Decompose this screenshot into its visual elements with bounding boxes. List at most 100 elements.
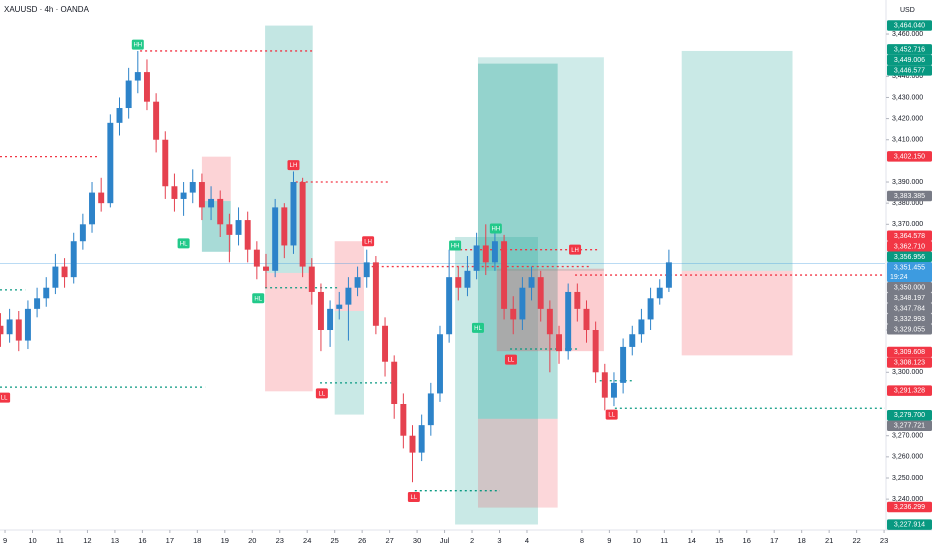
position-zone [477,63,558,419]
pivot-label: HH [451,244,460,250]
pivot-label: HL [180,241,188,247]
price-badge-label: 3,449.006 [894,57,925,64]
price-badge [887,357,932,368]
candle-body [79,224,86,242]
price-badge-label: 3,329.055 [894,326,925,333]
candle-body [345,287,352,305]
x-tick-label: 21 [825,536,833,545]
x-tick-label: 18 [798,536,806,545]
candle-body [317,291,324,331]
pivot-label-bg [252,293,265,304]
x-tick-label: 17 [166,536,174,545]
position-zone [201,156,231,202]
candle-body [647,298,654,320]
candle-body [363,262,370,278]
candle-body [70,241,77,278]
x-tick-label: 3 [497,536,501,545]
y-tick-label: 3,420.000 [892,115,923,122]
candle-body [34,298,41,309]
x-tick-label: Jul [440,536,450,545]
price-badge [887,282,932,293]
price-badge [887,385,932,396]
price-badge [887,313,932,325]
price-badge [887,519,932,530]
position-zone [201,201,231,252]
candle-body [437,334,443,394]
candle-body [134,72,141,81]
candle-body [354,277,361,288]
y-tick-label: 3,240.000 [892,496,923,503]
price-badge-label: 3,402.150 [894,153,925,160]
candle-body [189,182,196,193]
y-tick-label: 3,300.000 [892,369,923,376]
price-badge-label: 3,364.578 [894,233,925,240]
pivot-label-bg [0,392,11,403]
price-badge-label: 3,362.710 [894,243,925,250]
price-badge [887,241,932,252]
candle-body [501,241,508,309]
candle-body [0,325,4,335]
position-zone [681,270,793,356]
pivot-label-bg [449,240,462,251]
pivot-label: LL [411,495,418,501]
price-badge [887,409,932,421]
candle-body [446,277,453,335]
candle-body [528,277,535,288]
candle-body [372,262,379,326]
candle-body [171,186,178,199]
candle-body [482,245,489,263]
x-tick-label: 10 [633,536,641,545]
price-badge-label: 3,236.299 [894,504,925,511]
pivot-label-bg [471,322,484,333]
candle-body [244,220,251,250]
candle-body [89,192,96,225]
candle-body [656,287,663,299]
y-tick-label: 3,380.000 [892,200,923,207]
candle-body [620,346,627,383]
pivot-label: HH [492,227,501,233]
pivot-label-bg [315,388,328,399]
candle-body [61,266,68,278]
price-badge-label: 3,309.608 [894,349,925,356]
y-tick-label: 3,390.000 [892,179,923,186]
price-badge [887,190,932,202]
x-tick-label: 17 [770,536,778,545]
candle-body [6,319,13,335]
candle-body [473,245,480,271]
candle-body [180,192,187,199]
candle-body [143,72,150,102]
pivot-label-bg [177,238,190,249]
y-tick-label: 3,270.000 [892,433,923,440]
x-tick-label: 10 [28,536,36,545]
candle-body [272,207,279,271]
price-badge [887,303,932,314]
price-badge-time: 19:24 [890,274,908,281]
price-badge-label: 3,350.000 [894,284,925,291]
price-badge-label: 3,347.784 [894,305,925,312]
price-badge [887,262,932,283]
x-tick-label: 16 [743,536,751,545]
price-badge-label: 3,332.993 [894,316,925,323]
candle-body [235,220,242,235]
price-badge [887,420,932,431]
pivot-label-bg [362,236,375,247]
candles [0,50,672,483]
y-tick-label: 3,460.000 [892,31,923,38]
pivot-label: LL [319,392,326,398]
pivot-label-bg [504,354,517,365]
candle-body [601,372,608,398]
price-badge [887,501,932,513]
x-tick-label: 2 [470,536,474,545]
candle-body [198,182,205,208]
pivot-label-bg [605,409,618,420]
x-tick-label: 20 [248,536,256,545]
candle-body [52,266,59,288]
candle-body [308,266,315,292]
pivot-label-bg [407,492,420,503]
candle-body [116,108,123,123]
x-tick-label: 23 [276,536,284,545]
chart-title: XAUUSD · 4h · OANDA [4,5,90,14]
x-tick-label: 9 [607,536,611,545]
candle-body [217,198,224,225]
